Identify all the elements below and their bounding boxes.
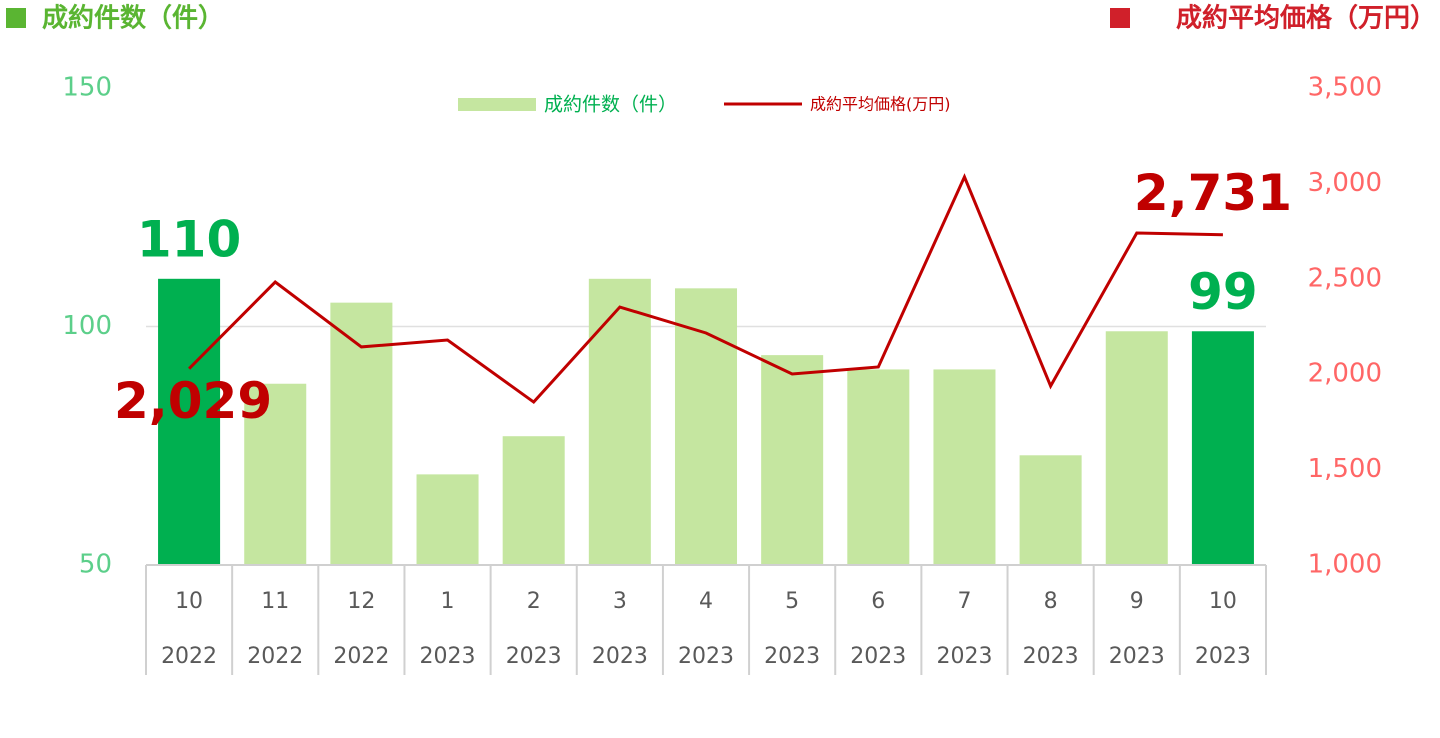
y-tick-label: 150 <box>62 73 112 103</box>
x-tick-label-year: 2023 <box>506 644 562 669</box>
x-tick-label-year: 2022 <box>161 644 217 669</box>
legend-swatch <box>458 98 536 111</box>
bar <box>1105 331 1168 565</box>
x-tick-label-year: 2023 <box>420 644 476 669</box>
x-tick-label: 7 <box>957 589 971 614</box>
bar <box>933 369 996 565</box>
x-tick-label-year: 2023 <box>764 644 820 669</box>
bar <box>330 302 393 565</box>
y2-tick-label: 1,500 <box>1308 454 1382 484</box>
y2-tick-label: 1,000 <box>1308 550 1382 580</box>
y2-tick-label: 3,000 <box>1308 168 1382 198</box>
bar <box>158 278 221 565</box>
legend-label: 成約件数（件） <box>544 94 677 116</box>
x-tick-label: 12 <box>347 589 375 614</box>
legend-label: 成約平均価格(万円) <box>810 95 951 114</box>
bar <box>244 383 307 565</box>
x-tick-label-year: 2023 <box>1109 644 1165 669</box>
y2-axis-title: 成約平均価格（万円） <box>1176 3 1436 34</box>
x-tick-label: 2 <box>527 589 541 614</box>
data-label: 99 <box>1188 263 1258 321</box>
bar <box>761 355 824 565</box>
x-tick-label: 9 <box>1130 589 1144 614</box>
x-tick-label-year: 2022 <box>333 644 389 669</box>
x-tick-label: 6 <box>871 589 885 614</box>
y2-title-marker <box>1110 8 1130 28</box>
x-tick-label-year: 2023 <box>936 644 992 669</box>
x-tick-label: 1 <box>441 589 455 614</box>
data-label: 110 <box>137 210 241 268</box>
x-tick-label: 11 <box>261 589 289 614</box>
data-label: 2,029 <box>114 372 272 430</box>
y-title-marker <box>6 8 26 28</box>
x-tick-label: 4 <box>699 589 713 614</box>
x-tick-label: 8 <box>1044 589 1058 614</box>
bar <box>588 278 651 565</box>
data-label: 2,731 <box>1134 164 1292 222</box>
y2-tick-label: 3,500 <box>1308 73 1382 103</box>
bar <box>1191 331 1254 565</box>
x-tick-label-year: 2023 <box>1195 644 1251 669</box>
y-tick-label: 100 <box>62 311 112 341</box>
x-tick-label: 10 <box>175 589 203 614</box>
x-tick-label-year: 2023 <box>850 644 906 669</box>
bar <box>674 288 738 565</box>
x-tick-label: 3 <box>613 589 627 614</box>
bar <box>502 436 565 565</box>
bar <box>847 369 910 565</box>
y-axis-title: 成約件数（件） <box>42 3 224 34</box>
x-tick-label-year: 2022 <box>247 644 303 669</box>
bar <box>1019 455 1082 565</box>
x-tick-label: 5 <box>785 589 799 614</box>
line <box>188 173 1223 405</box>
y2-tick-label: 2,000 <box>1308 359 1382 389</box>
bar <box>416 474 479 565</box>
x-tick-label-year: 2023 <box>1023 644 1079 669</box>
y2-tick-label: 2,500 <box>1308 263 1382 293</box>
y-tick-label: 50 <box>79 550 112 580</box>
x-tick-label-year: 2023 <box>678 644 734 669</box>
x-tick-label-year: 2023 <box>592 644 648 669</box>
x-tick-label: 10 <box>1209 589 1237 614</box>
